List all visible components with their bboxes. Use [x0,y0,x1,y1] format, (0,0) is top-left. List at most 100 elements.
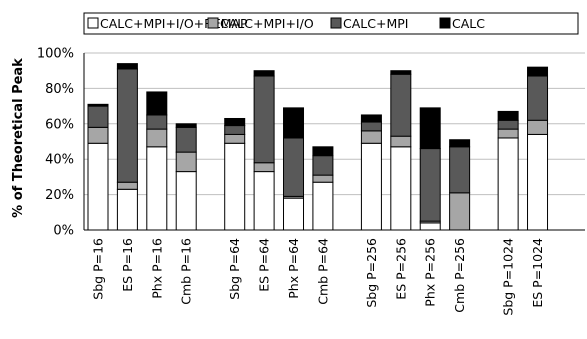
bar-segment-calc [312,146,334,157]
category-label: ES P=16 [120,238,135,292]
bar-segment-calc-mpi [116,68,138,183]
bar-segment-calc-mpi [312,155,334,176]
bar-cmb-p-64 [312,146,334,231]
bar-segment-calc [175,123,197,128]
legend-label: CALC [452,16,485,31]
category-label: Sbg P=64 [227,238,242,300]
bar-es-p-16 [116,63,138,231]
bar-segment-calc-mpi [146,114,168,130]
category-label: Sbg P=256 [364,238,379,308]
bar-segment-calc-mpi [224,125,246,135]
bar-segment-calc-mpi-i-o [449,192,471,231]
bar-segment-calc-mpi-i-o [146,128,168,148]
bar-phx-p-16 [146,91,168,231]
legend-swatch [87,17,99,29]
bar-cmb-p-256 [449,139,471,231]
bar-segment-calc-mpi [175,126,197,153]
bar-segment-calc-mpi-i-o [116,181,138,190]
bar-segment-calc-mpi [497,119,519,130]
y-tick-label: 100% [37,47,74,62]
bar-segment-calc-mpi [283,137,305,197]
bar-segment-calc [497,110,519,121]
bar-segment-calc-mpi [360,121,382,132]
bar-segment-calc-mpi-i-o [497,128,519,139]
y-tick-label: 0% [53,224,74,239]
category-label: Cmb P=256 [452,238,467,313]
bar-segment-calc [419,107,441,150]
legend-swatch [207,17,219,29]
bar-phx-p-64 [283,107,305,231]
y-tick-labels: 0% 20% 40% 60% 80% 100% [37,47,74,239]
bar-segment-calc-mpi-i-o [360,130,382,144]
bar-segment-calc-mpi [87,105,109,128]
bar-segment-calc-mpi-i-o [87,126,109,144]
category-label: Phx P=64 [286,238,301,299]
bar-segment-calc-mpi-i-o [312,174,334,183]
axes [83,53,585,231]
y-axis-title: % of Theoretical Peak [11,58,26,218]
bar-segment-calc-mpi [527,75,549,121]
bar-sbg-p-1024 [497,110,519,231]
bar-segment-calc-mpi-i-o-remap [527,133,549,231]
bars [87,63,549,231]
bar-segment-calc-mpi [390,73,412,137]
bar-segment-calc [527,66,549,77]
bar-segment-calc-mpi [253,75,275,164]
bar-segment-calc [283,107,305,139]
bar-segment-calc-mpi-i-o [175,151,197,173]
bar-segment-calc-mpi [419,148,441,222]
y-tick-label: 20% [45,188,74,203]
bar-segment-calc-mpi-i-o [390,135,412,148]
category-labels: Sbg P=16 ES P=16 Phx P=16 Cmb P=16 Sbg P=64 E… [91,238,546,316]
bar-segment-calc-mpi-i-o-remap [497,137,519,231]
bar-phx-p-256 [419,107,441,231]
category-label: Sbg P=1024 [501,238,516,316]
category-label: ES P=256 [393,238,408,300]
bar-segment-calc [390,70,412,75]
bar-segment-calc-mpi-i-o-remap [312,181,334,231]
bar-segment-calc-mpi-i-o [527,119,549,135]
legend-swatch [439,17,451,29]
y-tick-label: 80% [45,82,74,97]
bar-segment-calc [360,114,382,123]
bar-es-p-256 [390,70,412,231]
bar-segment-calc [87,103,109,107]
bar-cmb-p-16 [175,123,197,231]
bar-segment-calc-mpi-i-o-remap [283,197,305,231]
bar-segment-calc-mpi-i-o-remap [224,142,246,231]
bar-segment-calc [116,63,138,70]
bar-segment-calc [224,117,246,127]
category-label: Cmb P=64 [315,238,330,305]
bar-sbg-p-256 [360,114,382,231]
legend-item-calc: CALC [439,16,485,31]
y-tick-label: 40% [45,153,74,168]
category-label: ES P=1024 [530,238,545,308]
bar-segment-calc-mpi [449,146,471,194]
bar-segment-calc-mpi-i-o-remap [390,146,412,231]
bar-segment-calc-mpi-i-o-remap [87,142,109,231]
legend-label: CALC+MPI [343,16,408,31]
y-tick-label: 60% [45,117,74,132]
bar-segment-calc [146,91,168,116]
bar-segment-calc-mpi-i-o-remap [419,222,441,231]
bar-sbg-p-64 [224,117,246,231]
legend-item-calc-mpi: CALC+MPI [330,16,408,31]
bar-segment-calc-mpi-i-o [253,162,275,173]
bar-es-p-1024 [527,66,549,231]
bar-segment-calc [449,139,471,148]
bar-es-p-64 [253,70,275,231]
category-label: Phx P=256 [423,238,438,307]
category-label: Cmb P=16 [179,238,194,305]
legend-swatch [330,17,342,29]
category-label: Phx P=16 [149,238,164,299]
category-label: Sbg P=16 [91,238,106,300]
bar-segment-calc-mpi-i-o-remap [146,146,168,231]
bar-segment-calc-mpi-i-o-remap [253,171,275,231]
bar-segment-calc [253,70,275,77]
bar-segment-calc-mpi-i-o-remap [175,171,197,231]
legend-label: CALC+MPI+I/O [220,16,314,31]
category-label: ES P=64 [257,238,272,292]
legend-item-calc-mpi-i-o: CALC+MPI+I/O [207,16,314,31]
